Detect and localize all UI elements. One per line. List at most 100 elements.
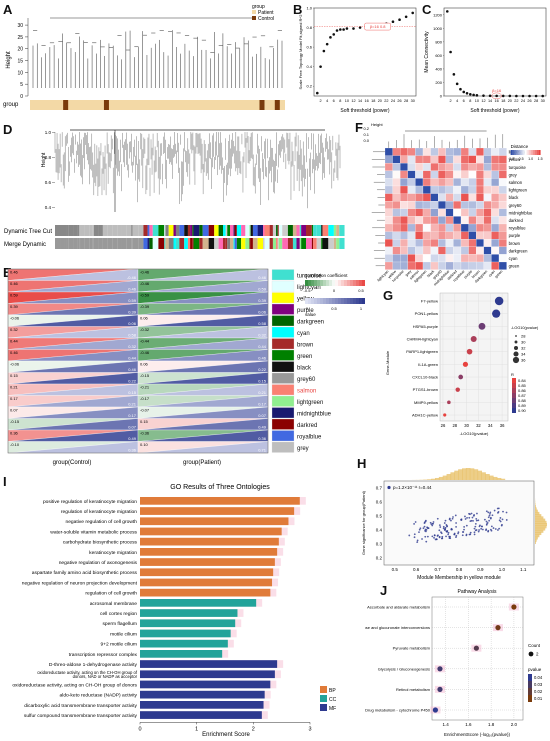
f-cell	[468, 185, 477, 194]
f-cell	[483, 231, 492, 240]
d-ytick-label: 1.0	[45, 130, 52, 135]
f-cell	[392, 193, 401, 202]
f-cell	[445, 239, 454, 247]
a-ylabel: Height	[6, 51, 12, 69]
f-cell	[483, 216, 492, 225]
d-dynamic-cut-segment	[149, 225, 153, 236]
e-corr-legend-step	[323, 280, 326, 286]
h-point	[450, 519, 452, 522]
d-dynamic-cut-segment	[249, 225, 251, 236]
d-dynamic-cut-segment	[321, 225, 323, 236]
e-corr-label: -0.10	[10, 442, 20, 447]
h-point	[463, 526, 466, 528]
f-cell	[483, 254, 492, 263]
b-point	[398, 18, 401, 22]
h-point	[432, 521, 435, 523]
b-xtick-label: 18	[371, 99, 375, 103]
h-point	[452, 516, 454, 518]
j-pvalue-legend-step	[528, 695, 532, 702]
h-point	[427, 527, 430, 529]
f-cell	[498, 170, 507, 179]
e-value-legend-tick: 1	[360, 306, 363, 311]
h-point	[481, 528, 484, 531]
j-xtick-label: 1.6	[465, 722, 472, 727]
f-cell	[430, 254, 439, 263]
f-cell	[498, 147, 507, 156]
f-cell	[438, 147, 446, 156]
c-point	[449, 50, 452, 54]
d-merge-dynamic-segment	[263, 238, 265, 249]
f-cell	[498, 261, 507, 270]
h-right-hist-bar	[535, 511, 540, 515]
i-title: GO Results of Three Ontologies	[170, 484, 270, 491]
j-category-label: Glycolysis / Gluconeogenesis	[378, 666, 430, 671]
h-point	[469, 520, 472, 523]
c-point	[501, 94, 505, 98]
f-cell	[476, 193, 484, 202]
d-merge-dynamic-segment	[89, 238, 93, 249]
f-cell	[445, 208, 454, 217]
h-right-hist-bar	[535, 514, 542, 518]
c-point	[521, 94, 525, 98]
h-point	[421, 538, 423, 540]
f-col-label: cyan	[488, 269, 496, 277]
d-merge-dynamic-segment	[230, 238, 234, 249]
e-corr-legend-step	[362, 280, 365, 286]
f-cell	[400, 261, 408, 270]
f-row-label: darkred	[509, 218, 524, 223]
h-top-hist-bar	[465, 468, 471, 480]
f-cell	[415, 193, 424, 202]
f-cell	[453, 223, 462, 232]
e-module-swatch	[271, 269, 295, 281]
h-point	[418, 528, 421, 531]
h-point	[436, 517, 439, 520]
f-cell	[430, 163, 439, 171]
e-value-legend-title: value	[305, 312, 316, 317]
e-corr-legend-step	[335, 280, 338, 286]
e-corr-label: -0.44	[140, 339, 150, 344]
g-xtick-label: 34	[488, 423, 493, 428]
b-point	[329, 36, 332, 39]
h-top-hist-bar	[485, 474, 490, 480]
d-dynamic-cut-segment	[230, 225, 234, 236]
f-cell	[468, 239, 477, 247]
d-row-label-dynamic: Dynamic Tree Cut	[4, 229, 52, 235]
d-dynamic-cut-segment	[250, 225, 253, 236]
f-cell	[476, 163, 484, 171]
h-point	[437, 534, 439, 537]
d-merge-dynamic-segment	[245, 238, 250, 249]
h-point	[441, 537, 444, 540]
f-cell	[483, 223, 492, 232]
h-ytick-label: 0.6	[376, 500, 383, 505]
e-value-legend-step	[356, 298, 359, 304]
h-point	[430, 523, 433, 526]
d-dynamic-cut-segment	[184, 225, 188, 236]
f-cell	[415, 254, 424, 263]
panel-h-membership-scatter: Gene significance for group(Patient) 0.5…	[361, 468, 547, 581]
f-cell	[384, 185, 393, 194]
i-bar	[140, 517, 289, 526]
d-merge-dynamic-segment	[158, 238, 165, 249]
f-col-label: grey60	[432, 269, 443, 280]
f-cell	[384, 261, 393, 270]
c-point	[445, 10, 449, 13]
h-point	[487, 511, 490, 514]
h-point	[465, 534, 468, 537]
f-cell	[491, 170, 500, 179]
e-corr-label: -0.46	[140, 270, 150, 275]
f-cell	[415, 208, 424, 217]
a-control-block	[274, 100, 280, 110]
i-category-label: regulation of cell growth	[85, 591, 137, 597]
j-pvalue-legend-step	[528, 688, 532, 695]
e-corr-label: 0.39	[10, 304, 19, 309]
b-ytick-label: 0.2	[306, 84, 312, 89]
a-legend-control-swatch	[252, 16, 256, 20]
d-dynamic-cut-segment	[143, 225, 148, 236]
e-value-legend-step	[350, 298, 353, 304]
e-value-legend-step	[347, 298, 350, 304]
h-top-hist-bar	[427, 479, 432, 480]
d-dynamic-cut-segment	[126, 225, 132, 236]
a-legend-control: Control	[258, 16, 274, 22]
d-dynamic-cut-segment	[292, 225, 297, 236]
i-bar	[140, 680, 271, 689]
